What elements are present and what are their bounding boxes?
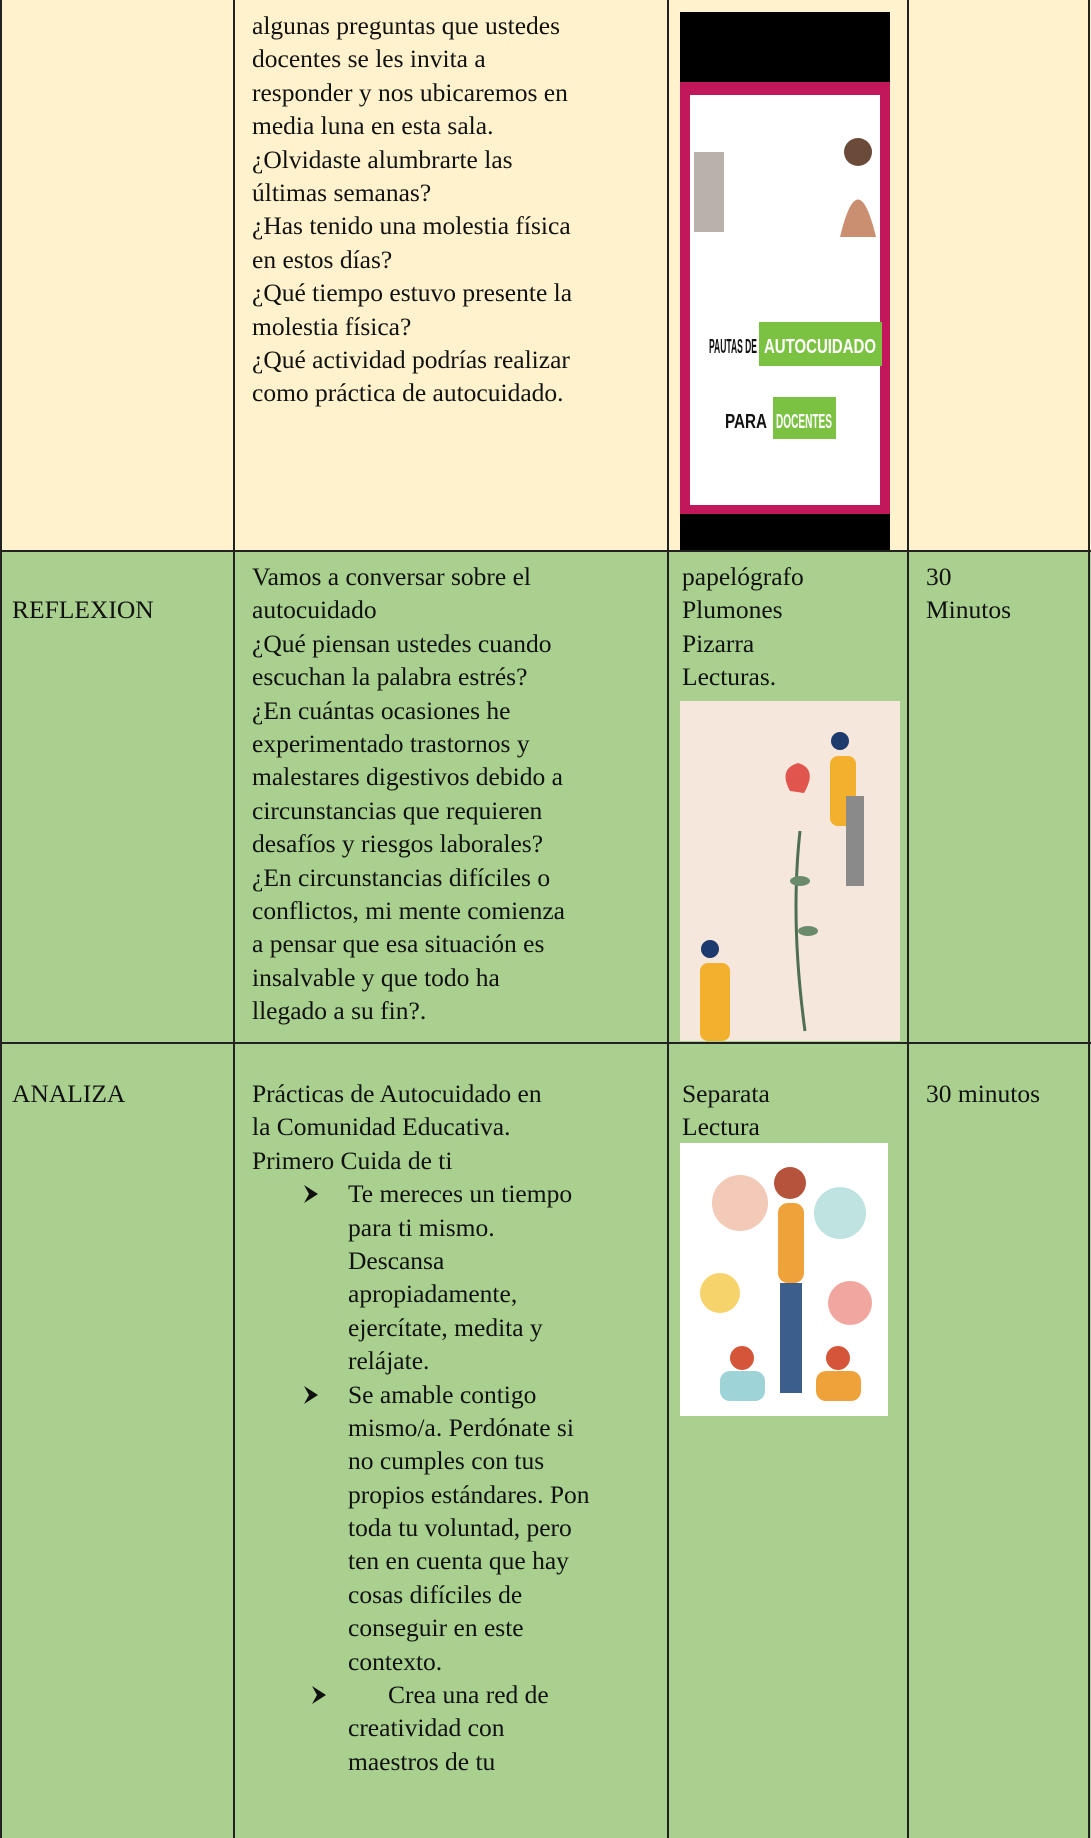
stage-label: ANALIZA <box>12 1079 126 1108</box>
bullet-line: ejercítate, medita y <box>348 1312 543 1342</box>
bullet-item: Te mereces un tiempo para ti mismo. Descan… <box>304 1177 590 1377</box>
bullet-line: ten en cuenta que hay <box>348 1546 569 1576</box>
text-line: ¿Qué actividad podrías realizar <box>252 344 570 374</box>
border <box>0 550 1091 552</box>
text-line: 30 <box>926 562 952 591</box>
bullet-line: no cumples con tus <box>348 1446 545 1476</box>
border <box>0 1042 1091 1044</box>
bullet-item: Se amable contigo mismo/a. Perdónate si no… <box>304 1378 590 1679</box>
text-line: Pizarra <box>682 628 755 658</box>
materials-text: papelógrafo Plumones Pizarra Lecturas. <box>682 560 804 694</box>
stage-label: REFLEXION <box>12 595 154 624</box>
text-line: circunstancias que requieren <box>252 795 543 825</box>
border <box>667 0 669 1838</box>
bullet-arrow <box>304 1185 318 1204</box>
text-line: ¿Has tenido una molestia física <box>252 211 571 241</box>
image-reflexion <box>680 701 900 1041</box>
text-line: escuchan la palabra estrés? <box>252 662 528 692</box>
text-line: ¿En cuántas ocasiones he <box>252 695 511 725</box>
text-line: algunas preguntas que ustedes <box>252 11 561 40</box>
bullet-arrow <box>304 1385 318 1404</box>
text-line: Lectura <box>682 1112 760 1142</box>
text-line: autocuidado <box>252 595 377 625</box>
bullet-line: toda tu voluntad, pero <box>348 1513 572 1543</box>
bullet-line: mismo/a. Perdónate si <box>348 1412 574 1442</box>
bullet-line: propios estándares. Pon <box>348 1479 590 1509</box>
time-text: 30 minutos <box>926 1077 1040 1110</box>
activity-text: Prácticas de Autocuidado en la Comunidad … <box>252 1077 590 1778</box>
bullet-line: cosas difíciles de <box>348 1579 523 1609</box>
bullet-line: creatividad con <box>348 1713 505 1743</box>
row-1 <box>0 0 1091 551</box>
border <box>907 0 909 1838</box>
text-line: insalvable y que todo ha <box>252 962 500 992</box>
text-line: Separata <box>682 1079 770 1108</box>
bullet-item: Crea una red de creatividad con maestros d… <box>312 1678 590 1778</box>
image-analiza <box>680 1143 888 1416</box>
text-line: a pensar que esa situación es <box>252 929 545 959</box>
text-line: conflictos, mi mente comienza <box>252 895 565 925</box>
activity-text: Vamos a conversar sobre el autocuidado ¿Qu… <box>252 560 565 1027</box>
bullet-arrow <box>312 1686 326 1705</box>
text-line: últimas semanas? <box>252 177 432 207</box>
border <box>1088 0 1090 1838</box>
image-text: DOCENTES <box>776 411 832 433</box>
text-line: docentes se les invita a <box>252 44 486 74</box>
text-line: malestares digestivos debido a <box>252 762 563 792</box>
row-2 <box>0 551 1091 1043</box>
bullet-line: apropiadamente, <box>348 1279 518 1309</box>
time-text: 30 Minutos <box>926 560 1011 627</box>
text-line: ¿Qué piensan ustedes cuando <box>252 628 552 658</box>
text-line: Vamos a conversar sobre el <box>252 562 531 591</box>
text-line: la Comunidad Educativa. <box>252 1112 511 1142</box>
text-line: 30 minutos <box>926 1079 1041 1108</box>
text-line: Prácticas de Autocuidado en <box>252 1079 542 1108</box>
text-line: Minutos <box>926 595 1012 625</box>
bullet-line: Crea una red de <box>388 1680 549 1710</box>
text-line: en estos días? <box>252 244 393 274</box>
bullet-line: relájate. <box>348 1346 430 1376</box>
row-3 <box>0 1043 1091 1838</box>
activity-text: algunas preguntas que ustedes docentes se… <box>252 9 572 410</box>
text-line: experimentado trastornos y <box>252 728 530 758</box>
image-text: PARA <box>725 411 767 433</box>
text-line: ¿En circunstancias difíciles o <box>252 862 551 892</box>
text-line: Lecturas. <box>682 662 777 692</box>
bullet-line: contexto. <box>348 1646 443 1676</box>
image-text: PAUTAS DE <box>709 336 757 358</box>
bullet-line: para ti mismo. <box>348 1212 495 1242</box>
bullet-line: maestros de tu <box>348 1746 496 1776</box>
bullet-line: conseguir en este <box>348 1613 524 1643</box>
text-line: llegado a su fin?. <box>252 996 427 1026</box>
text-line: Plumones <box>682 595 783 625</box>
text-line: media luna en esta sala. <box>252 111 494 141</box>
text-line: Primero Cuida de ti <box>252 1145 453 1175</box>
bullet-line: Te mereces un tiempo <box>348 1179 573 1209</box>
border <box>0 0 2 1838</box>
text-line: ¿Qué tiempo estuvo presente la <box>252 278 573 308</box>
text-line: como práctica de autocuidado. <box>252 378 564 408</box>
materials-text: Separata Lectura <box>682 1077 770 1144</box>
border <box>233 0 235 1838</box>
bullet-line: Descansa <box>348 1245 445 1275</box>
image-text: AUTOCUIDADO <box>764 336 876 358</box>
text-line: molestia física? <box>252 311 412 341</box>
bullet-line: Se amable contigo <box>348 1379 537 1409</box>
text-line: responder y nos ubicaremos en <box>252 77 568 107</box>
text-line: desafíos y riesgos laborales? <box>252 829 544 859</box>
image-pautas: PAUTAS DE AUTOCUIDADO PARA DOCENTES <box>680 12 890 551</box>
text-line: ¿Olvidaste alumbrarte las <box>252 144 513 174</box>
text-line: papelógrafo <box>682 562 804 591</box>
